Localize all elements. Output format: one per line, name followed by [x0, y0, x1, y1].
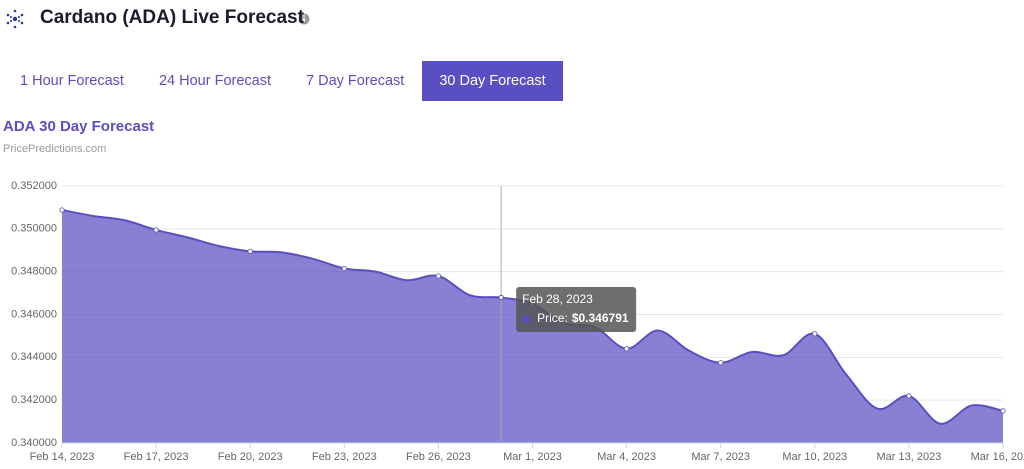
page-title: Cardano (ADA) Live Forecast — [40, 7, 304, 28]
tab[interactable]: 1 Hour Forecast — [20, 73, 124, 89]
point — [812, 331, 818, 337]
tooltip-dot — [522, 315, 531, 323]
y-tick-label: 0.346000 — [11, 308, 57, 320]
tab[interactable]: 24 Hour Forecast — [158, 73, 271, 89]
x-tick-label: Mar 10, 2023 — [782, 451, 847, 463]
tooltip-title: Feb 28, 2023 — [522, 292, 593, 306]
point — [153, 227, 159, 233]
hover-point — [498, 294, 504, 301]
point — [623, 346, 630, 352]
info-icon[interactable] — [298, 13, 310, 25]
point — [435, 273, 441, 279]
logo — [6, 9, 24, 29]
x-tick-label: Mar 4, 2023 — [597, 451, 656, 463]
y-tick-label: 0.350000 — [11, 223, 57, 235]
x-tick-label: Mar 1, 2023 — [503, 451, 562, 463]
x-tick-label: Feb 17, 2023 — [124, 451, 189, 463]
tooltip-value: $0.346791 — [572, 311, 629, 325]
y-tick-label: 0.342000 — [11, 394, 57, 406]
x-tick-label: Feb 14, 2023 — [30, 451, 95, 463]
point — [341, 265, 347, 272]
y-tick-label: 0.344000 — [11, 351, 57, 363]
tooltip: Feb 28, 2023 Price: $0.346791 — [516, 287, 637, 332]
x-tick-label: Feb 26, 2023 — [406, 451, 471, 463]
point — [247, 248, 253, 254]
point — [59, 207, 65, 213]
tooltip-label: Price: — [537, 311, 568, 325]
point — [1000, 408, 1006, 414]
tab[interactable]: 30 Day Forecast — [422, 61, 563, 101]
x-tick-label: Feb 20, 2023 — [218, 451, 283, 463]
x-tick-label: Mar 7, 2023 — [691, 451, 750, 463]
x-tick-label: Mar 13, 2023 — [876, 451, 941, 463]
point — [718, 360, 724, 366]
y-tick-label: 0.340000 — [11, 437, 57, 449]
tab[interactable]: 7 Day Forecast — [306, 73, 405, 89]
x-tick-label: Feb 23, 2023 — [312, 451, 377, 463]
x-tick-label: Mar 16, 2023 — [971, 451, 1024, 463]
chart-subtitle: PricePredictions.com — [3, 143, 106, 155]
tab-bar: 1 Hour Forecast 24 Hour Forecast 7 Day For… — [3, 61, 564, 101]
y-tick-label: 0.348000 — [11, 266, 57, 278]
y-tick-label: 0.352000 — [11, 180, 57, 192]
chart-title: ADA 30 Day Forecast — [3, 118, 154, 135]
tooltip-box — [516, 287, 637, 332]
point — [906, 393, 912, 399]
